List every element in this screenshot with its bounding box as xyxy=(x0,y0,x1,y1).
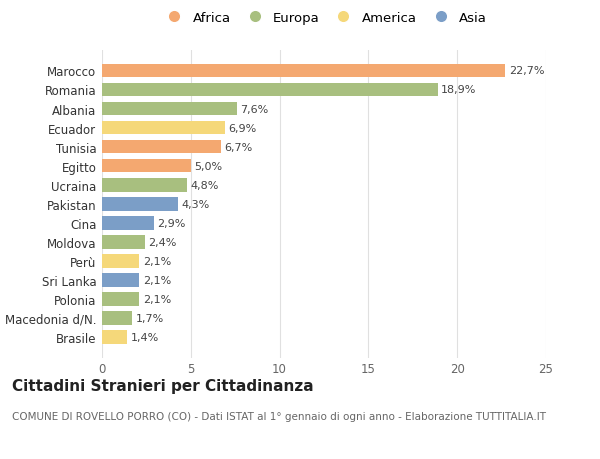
Bar xyxy=(102,274,139,287)
Text: 2,9%: 2,9% xyxy=(157,218,185,228)
Bar xyxy=(102,292,139,306)
Bar xyxy=(102,330,127,344)
Bar xyxy=(102,216,154,230)
Text: 6,7%: 6,7% xyxy=(224,142,253,152)
Bar xyxy=(102,235,145,249)
Text: 2,1%: 2,1% xyxy=(143,256,171,266)
Text: 4,8%: 4,8% xyxy=(191,180,219,190)
Bar xyxy=(102,84,437,97)
Bar xyxy=(102,197,178,211)
Text: 6,9%: 6,9% xyxy=(228,123,256,133)
Bar xyxy=(102,179,187,192)
Bar xyxy=(102,102,237,116)
Text: 2,1%: 2,1% xyxy=(143,275,171,285)
Bar xyxy=(102,122,224,135)
Text: 18,9%: 18,9% xyxy=(441,85,476,95)
Text: 5,0%: 5,0% xyxy=(194,161,223,171)
Bar xyxy=(102,159,191,173)
Bar xyxy=(102,64,505,78)
Text: COMUNE DI ROVELLO PORRO (CO) - Dati ISTAT al 1° gennaio di ogni anno - Elaborazi: COMUNE DI ROVELLO PORRO (CO) - Dati ISTA… xyxy=(12,411,546,421)
Text: 2,4%: 2,4% xyxy=(148,237,176,247)
Text: 1,4%: 1,4% xyxy=(130,332,158,342)
Text: 22,7%: 22,7% xyxy=(509,66,544,76)
Bar xyxy=(102,311,132,325)
Text: Cittadini Stranieri per Cittadinanza: Cittadini Stranieri per Cittadinanza xyxy=(12,379,314,394)
Text: 7,6%: 7,6% xyxy=(241,104,269,114)
Text: 2,1%: 2,1% xyxy=(143,294,171,304)
Legend: Africa, Europa, America, Asia: Africa, Europa, America, Asia xyxy=(157,8,491,29)
Text: 4,3%: 4,3% xyxy=(182,199,210,209)
Bar xyxy=(102,254,139,268)
Text: 1,7%: 1,7% xyxy=(136,313,164,323)
Bar xyxy=(102,140,221,154)
